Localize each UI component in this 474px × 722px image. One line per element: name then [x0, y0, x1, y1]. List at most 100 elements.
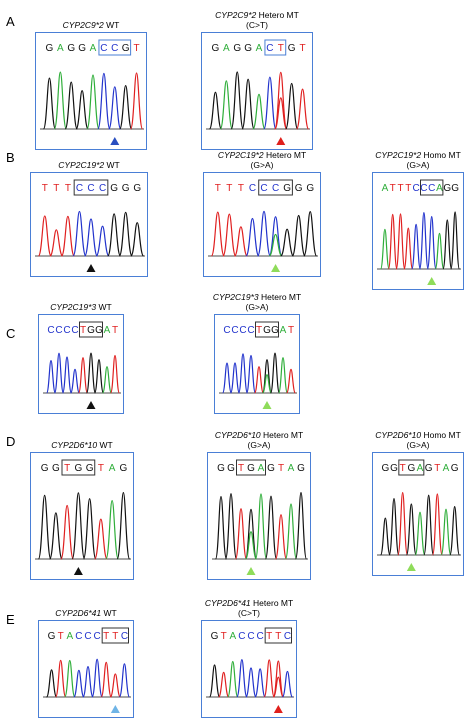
panel-title: CYP2C19*2 Hetero MT (G>A)	[183, 150, 341, 170]
mutation-arrow-marker	[406, 563, 416, 571]
base-call-t: T	[400, 463, 406, 474]
trace-peak-g	[94, 359, 104, 394]
base-call-c: C	[121, 631, 128, 642]
gene-name: CYP2C19*3	[50, 302, 97, 312]
base-call-t: T	[64, 463, 70, 474]
trace-peak-a	[414, 511, 426, 556]
base-call-t: T	[278, 43, 284, 54]
base-call-a: A	[229, 631, 236, 642]
trace-peak-c	[46, 360, 56, 394]
base-call-c: C	[111, 43, 118, 54]
base-call-t: T	[215, 183, 221, 194]
genotype-label: Hetero MT	[261, 292, 302, 302]
base-call-c: C	[63, 325, 70, 336]
trace-peak-g	[45, 669, 58, 698]
trace-peak-c	[84, 218, 98, 257]
base-call-t: T	[42, 183, 48, 194]
mutation-arrow-marker	[427, 277, 437, 285]
trace-peak-c	[426, 215, 437, 270]
base-call-a: A	[436, 183, 443, 194]
trace-peak-g	[449, 506, 461, 556]
base-call-t: T	[405, 183, 411, 194]
base-call-g: G	[247, 463, 255, 474]
trace-peak-t	[272, 660, 284, 698]
base-call-t: T	[80, 325, 86, 336]
mutation-label: (G>A)	[250, 160, 274, 170]
trace-peak-c	[222, 362, 232, 394]
trace-peak-t	[55, 659, 67, 698]
panel-title: CYP2C19*2 Homo MT (G>A)	[352, 150, 474, 170]
trace-peak-g	[119, 84, 133, 130]
base-call-c: C	[284, 631, 291, 642]
trace-peak-a	[64, 659, 76, 698]
panel-title: CYP2C19*3 Hetero MT (G>A)	[194, 292, 320, 312]
base-call-g: G	[271, 325, 279, 336]
mutation-label: (C>T)	[246, 20, 268, 30]
base-call-t: T	[397, 183, 403, 194]
mutation-arrow-marker	[110, 137, 120, 145]
base-call-g: G	[267, 463, 275, 474]
base-call-c: C	[272, 183, 279, 194]
trace-peak-c	[245, 667, 257, 698]
base-call-a: A	[57, 43, 64, 54]
base-call-g: G	[451, 183, 459, 194]
trace-peak-t	[110, 354, 120, 394]
trace-peak-t	[274, 514, 288, 560]
base-call-t: T	[112, 325, 118, 336]
base-call-g: G	[122, 43, 130, 54]
codon-highlight-box	[258, 179, 293, 196]
mutation-label: (G>A)	[406, 160, 430, 170]
trace-peak-secondary	[244, 531, 258, 560]
trace-peak-c	[246, 354, 256, 394]
base-call-g: G	[217, 463, 225, 474]
trace-peak-a	[252, 93, 266, 130]
base-call-c: C	[100, 43, 107, 54]
trace-peak-t	[395, 213, 406, 270]
base-call-a: A	[443, 463, 450, 474]
trace-peak-t	[233, 226, 248, 257]
trace-peak-g	[75, 90, 89, 130]
trace-peak-g	[230, 71, 244, 130]
codon-highlight-box	[101, 627, 130, 644]
trace-peak-g	[303, 210, 318, 257]
base-call-c: C	[412, 183, 419, 194]
trace-peak-t	[109, 673, 121, 698]
base-call-c: C	[93, 631, 100, 642]
trace-peak-t	[129, 72, 144, 130]
trace-peak-a	[227, 660, 239, 698]
trace-peak-t	[49, 229, 64, 257]
base-call-g: G	[288, 43, 296, 54]
base-call-a: A	[256, 43, 263, 54]
base-call-g: G	[306, 183, 314, 194]
trace-peak-g	[37, 494, 52, 560]
trace-peak-secondary	[274, 97, 288, 130]
base-call-g: G	[86, 463, 94, 474]
codon-highlight-box	[255, 321, 279, 338]
trace-peak-t	[387, 213, 398, 270]
trace-peak-t	[100, 661, 112, 698]
base-call-t: T	[434, 463, 440, 474]
trace-peak-t	[60, 504, 74, 560]
base-call-g: G	[74, 463, 82, 474]
trace-peak-a	[53, 71, 67, 130]
trace-peak-g	[107, 213, 122, 257]
genotype-label: WT	[106, 20, 120, 30]
gene-name: CYP2C19*3	[212, 292, 259, 302]
trace-peak-t	[286, 368, 296, 394]
base-call-g: G	[425, 463, 433, 474]
base-call-a: A	[258, 463, 265, 474]
trace-peak-c	[118, 663, 131, 698]
trace-peak-a	[86, 74, 100, 130]
trace-peak-g	[208, 91, 223, 130]
genotype-label: WT	[98, 302, 112, 312]
base-call-t: T	[300, 43, 306, 54]
trace-peak-g	[118, 211, 133, 257]
codon-highlight-box	[264, 39, 287, 56]
